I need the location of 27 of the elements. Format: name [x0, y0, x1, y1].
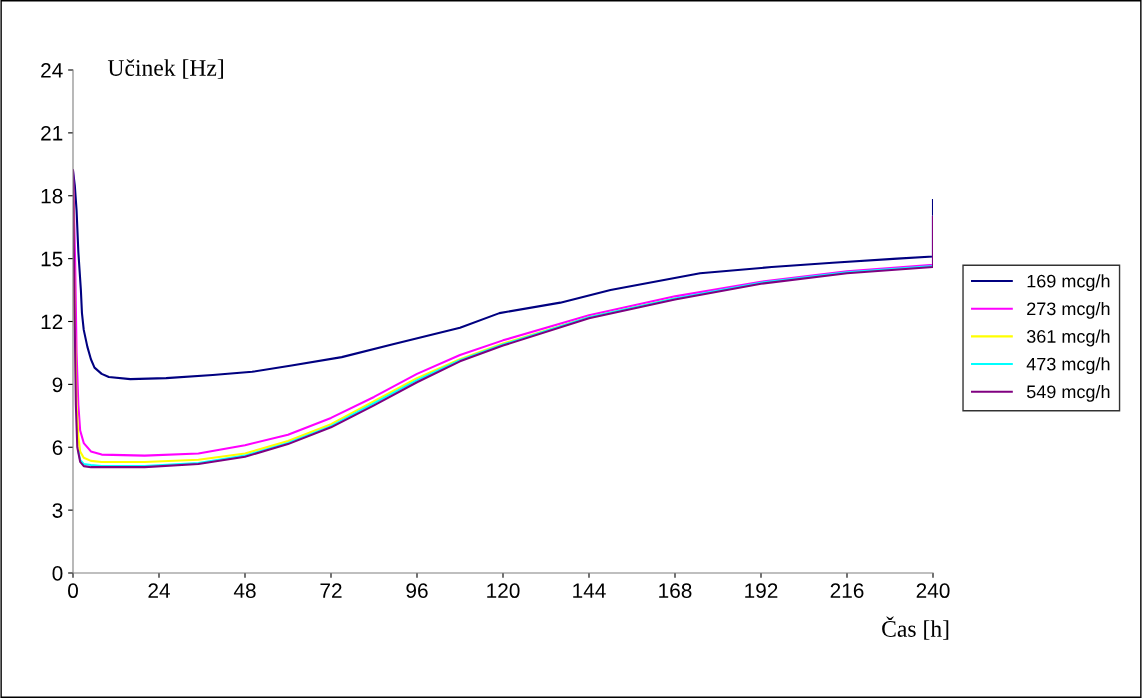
- x-tick-label: 216: [830, 583, 864, 599]
- x-tick-label: 96: [406, 583, 428, 599]
- x-tick-label: 48: [233, 583, 256, 599]
- x-tick-label: 24: [148, 583, 170, 598]
- y-tick-label: 9: [52, 377, 63, 393]
- x-tick-label: 72: [320, 583, 342, 598]
- y-tick-label: 24: [41, 63, 63, 78]
- y-axis-title: Učinek [Hz]: [107, 59, 223, 79]
- y-tick-label: 0: [52, 566, 63, 581]
- x-tick-label: 0: [68, 583, 78, 599]
- y-tick-label: 6: [52, 440, 63, 455]
- legend-label: 549 mcg/h: [1026, 384, 1110, 402]
- legend-label: 273 mcg/h: [1027, 301, 1110, 319]
- legend-label: 361 mcg/h: [1026, 329, 1110, 347]
- y-tick-label: 18: [41, 188, 63, 204]
- y-tick-label: 12: [41, 314, 63, 330]
- legend-label: 473 mcg/h: [1026, 357, 1110, 375]
- x-tick-label: 144: [573, 583, 606, 598]
- y-tick-label: 15: [41, 251, 63, 267]
- legend-label: 169 mcg/h: [1027, 274, 1110, 292]
- x-tick-label: 192: [745, 583, 778, 599]
- y-tick-label: 21: [41, 125, 63, 141]
- x-tick-label: 120: [487, 583, 520, 599]
- y-tick-label: 3: [52, 503, 63, 518]
- x-axis-title: Čas [h]: [882, 616, 949, 640]
- x-tick-label: 240: [916, 583, 950, 599]
- x-tick-label: 168: [659, 583, 692, 599]
